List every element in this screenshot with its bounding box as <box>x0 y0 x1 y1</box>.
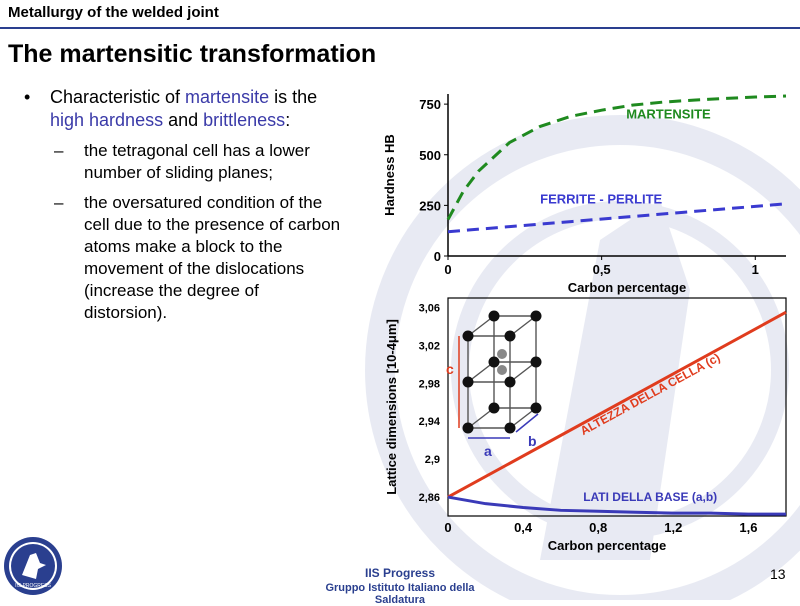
y-tick-label: 750 <box>419 97 441 112</box>
center-atom-icon <box>497 349 507 359</box>
y-tick-label: 2,98 <box>419 378 440 390</box>
x-tick-label: 1,6 <box>739 520 757 535</box>
x-tick-label: 1 <box>752 262 759 277</box>
series-label-ferrite-perlite: FERRITE - PERLITE <box>540 191 662 206</box>
footer-line-2: Gruppo Istituto Italiano della Saldatura <box>325 582 475 606</box>
y-tick-label: 2,9 <box>425 454 440 466</box>
x-tick-label: 1,2 <box>664 520 682 535</box>
y-tick-label: 2,94 <box>419 416 441 428</box>
iis-progress-logo: IIS PROGRESS <box>4 537 62 595</box>
slide-title: The martensitic transformation <box>8 40 377 68</box>
tetragonal-cell-diagram: c a b <box>446 310 542 459</box>
bullet-text-1: Characteristic of <box>50 87 186 107</box>
y-tick-label: 250 <box>419 198 441 213</box>
x-axis-label: Carbon percentage <box>568 280 686 295</box>
dimension-label-b: b <box>528 433 537 449</box>
atom-icon <box>504 422 516 434</box>
atom-icon <box>462 422 474 434</box>
center-atom-icon <box>497 365 507 375</box>
hardness-chart: 0 250 500 750 0 0,5 1 Carbon percentage Hardness… <box>382 94 787 295</box>
header-divider <box>0 27 800 29</box>
bullet-highlight-hardness: high hardness <box>50 110 164 130</box>
footer-organization: IIS Progress Gruppo Istituto Italiano de… <box>300 566 500 606</box>
bullet-highlight-martensite: martensite <box>185 87 270 107</box>
y-tick-label: 2,86 <box>419 492 440 504</box>
atom-icon <box>530 310 542 322</box>
y-tick-label: 3,06 <box>419 302 440 314</box>
dash-icon: – <box>54 141 64 160</box>
series-label-altezza: ALTEZZA DELLA CELLA (c) <box>578 350 723 438</box>
atom-icon <box>530 356 542 368</box>
sub-bullet-text: the tetragonal cell has a lower number o… <box>84 141 310 182</box>
atom-icon <box>504 376 516 388</box>
atom-icon <box>488 402 500 414</box>
bullet-text-3: and <box>163 110 204 130</box>
series-line-altezza <box>447 310 787 499</box>
dimension-label-c: c <box>446 361 454 377</box>
section-header: Metallurgy of the welded joint <box>8 4 219 21</box>
bullet-dot-icon: • <box>24 87 31 107</box>
atom-icon <box>488 310 500 322</box>
dash-icon: – <box>54 193 64 212</box>
lattice-chart: 2,86 2,9 2,94 2,98 3,02 3,06 0 0,4 0,8 1,2 1,6 Carb… <box>384 297 787 553</box>
series-label-martensite: MARTENSITE <box>626 106 711 121</box>
x-axis-label: Carbon percentage <box>548 538 666 553</box>
series-line-ferrite-perlite <box>447 202 787 234</box>
series-label-lati: LATI DELLA BASE (a,b) <box>583 490 717 504</box>
sub-bullet: – the oversatured condition of the cell … <box>54 192 344 324</box>
y-axis-label: Lattice dimensions [10-4μm] <box>384 319 399 495</box>
atom-icon <box>488 356 500 368</box>
sub-bullet-list: – the tetragonal cell has a lower number… <box>24 140 344 324</box>
y-tick-label: 500 <box>419 148 441 163</box>
dimension-label-a: a <box>484 443 492 459</box>
bullet-text-4: : <box>285 110 291 130</box>
x-tick-label: 0,8 <box>589 520 607 535</box>
series-line-lati <box>447 495 786 516</box>
sub-bullet-text: the oversatured condition of the cell du… <box>84 193 341 322</box>
bullet-highlight-brittleness: brittleness <box>203 110 286 130</box>
x-tick-label: 0,5 <box>593 262 611 277</box>
y-tick-label: 3,02 <box>419 340 440 352</box>
atom-icon <box>462 330 474 342</box>
x-tick-label: 0 <box>444 520 451 535</box>
y-axis-label: Hardness HB <box>382 134 397 216</box>
x-tick-label: 0 <box>444 262 451 277</box>
background-watermark <box>365 115 800 600</box>
logo-text: IIS PROGRESS <box>15 583 52 589</box>
bullet-text-2: is the <box>269 87 318 107</box>
atom-icon <box>504 330 516 342</box>
x-tick-label: 0,4 <box>514 520 533 535</box>
main-bullet: • Characteristic of martensite is the hi… <box>24 86 344 132</box>
atom-icon <box>462 376 474 388</box>
sub-bullet: – the tetragonal cell has a lower number… <box>54 140 344 184</box>
footer-line-1: IIS Progress <box>364 566 436 580</box>
dimension-b-arrow <box>515 413 539 433</box>
y-tick-label: 0 <box>434 249 441 264</box>
atom-icon <box>530 402 542 414</box>
plot-frame <box>447 297 787 517</box>
page-number: 13 <box>770 566 786 582</box>
series-line-martensite <box>446 94 787 221</box>
bullet-list: • Characteristic of martensite is the hi… <box>24 86 344 332</box>
